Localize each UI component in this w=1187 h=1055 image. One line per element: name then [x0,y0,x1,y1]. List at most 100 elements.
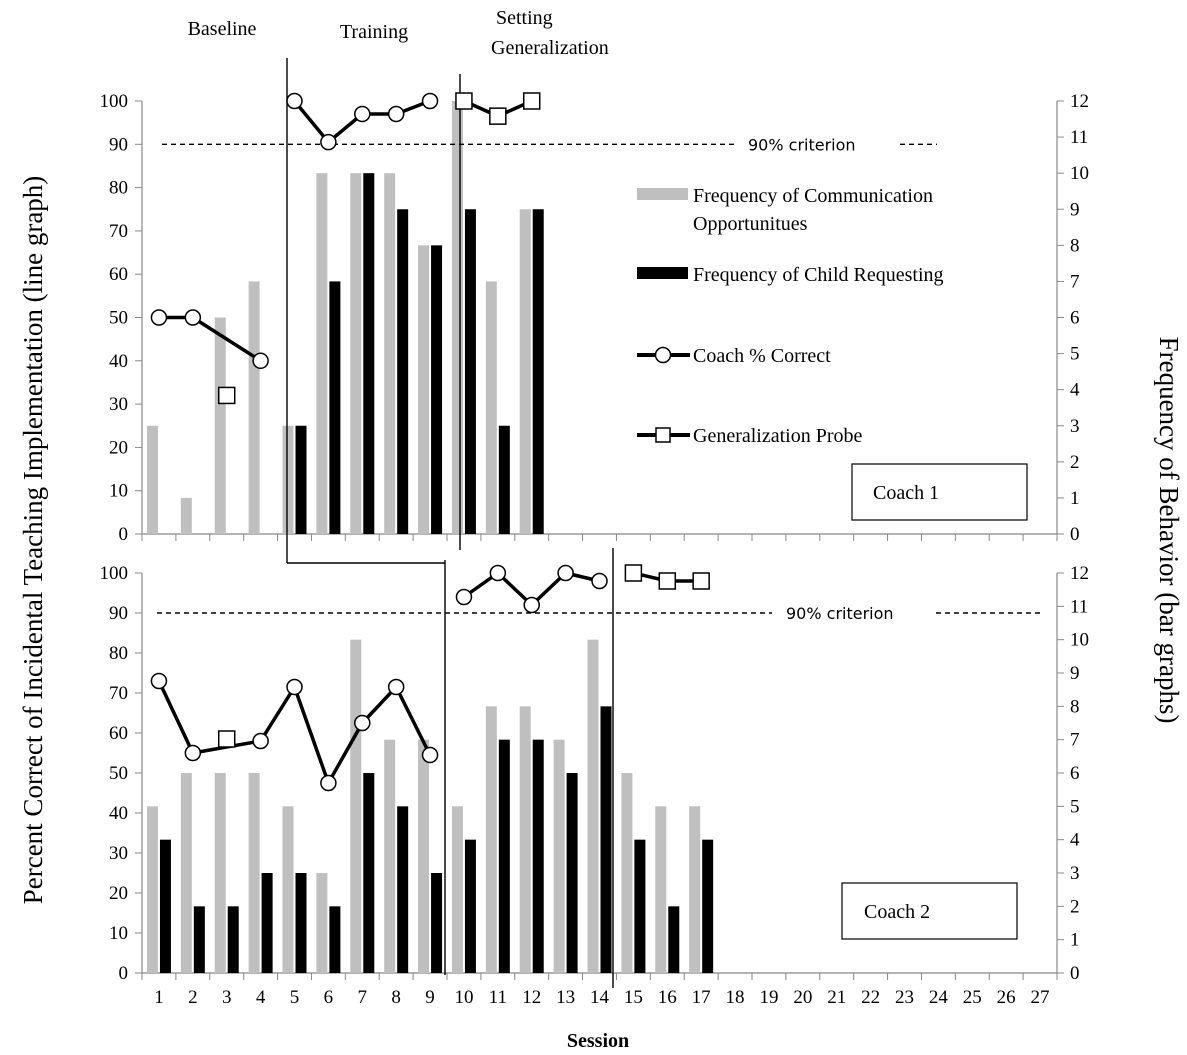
bar-opportunities [689,806,701,973]
x-tick-label: 18 [726,987,745,1008]
right-tick-label: 2 [1070,452,1080,473]
phase-label-baseline: Baseline [188,18,257,40]
x-axis-title: Session [567,1030,629,1052]
right-tick-label: 2 [1070,896,1080,917]
right-tick-label: 10 [1070,630,1089,651]
phase-label-setting: Setting [496,7,553,29]
bar-opportunities [519,706,531,973]
x-tick-label: 1 [154,987,164,1008]
bar-requesting [397,209,409,534]
x-tick-label: 4 [256,987,266,1008]
left-tick-label: 0 [119,963,129,984]
coach-correct-point [421,746,439,764]
panel-coach-1: 0102030405060708090100012345678910111290… [100,58,1089,563]
x-tick-label: 23 [895,987,914,1008]
left-tick-label: 100 [100,91,129,112]
coach-correct-point [320,774,337,792]
x-tick-label: 12 [522,987,541,1008]
generalization-probe-point [217,386,236,405]
left-tick-label: 20 [109,437,128,458]
x-tick-label: 3 [222,987,232,1008]
x-tick-label: 2 [188,987,198,1008]
coach-correct-point [150,672,168,690]
x-tick-label: 26 [997,987,1016,1008]
coach-correct-point [489,564,507,582]
bar-opportunities [146,806,158,973]
bar-opportunities [282,806,294,973]
coach-correct-point [150,309,168,326]
right-tick-label: 0 [1070,524,1080,545]
right-tick-label: 1 [1070,488,1080,509]
coach-correct-point [286,92,303,110]
x-tick-label: 21 [827,987,846,1008]
coach-correct-point [557,564,574,582]
x-tick-label: 15 [624,987,643,1008]
bar-opportunities [621,773,633,973]
coach-correct-point [354,714,371,732]
coach-correct-point [421,92,439,110]
left-tick-label: 60 [109,264,128,285]
x-tick-label: 24 [929,987,949,1008]
bar-opportunities [485,706,497,973]
legend-swatch-requesting [637,267,688,279]
bar-requesting [261,873,273,973]
bar-opportunities [519,209,531,534]
coach-correct-point [252,732,269,750]
right-tick-label: 11 [1070,127,1088,148]
left-tick-label: 20 [109,883,128,904]
coach-label: Coach 1 [873,482,939,504]
bar-requesting [532,209,544,534]
bar-opportunities [418,739,430,973]
bar-requesting [431,873,443,973]
bar-opportunities [214,317,226,534]
coach-correct-point [184,309,202,326]
left-tick-label: 50 [109,763,128,784]
bar-requesting [193,906,205,973]
bar-opportunities [316,873,328,973]
left-tick-label: 90 [109,134,128,155]
right-tick-label: 7 [1070,271,1080,292]
x-tick-label: 16 [658,987,677,1008]
right-tick-label: 6 [1070,763,1080,784]
generalization-probe-point [658,572,677,590]
generalization-probe-point [624,564,643,582]
bar-opportunities [418,245,430,535]
bar-requesting [363,773,375,973]
right-tick-label: 11 [1070,596,1088,617]
bar-requesting [329,906,341,973]
bar-requesting [464,209,476,534]
coach-label: Coach 2 [864,901,930,923]
coach-label-box [841,882,1018,940]
right-tick-label: 8 [1070,235,1080,256]
bar-requesting [295,425,307,534]
right-tick-label: 6 [1070,308,1080,329]
bar-opportunities [248,281,260,534]
left-tick-label: 50 [109,308,128,329]
x-tick-label: 27 [1031,987,1050,1008]
legend-circle-icon [654,346,672,364]
phase-label-generalization: Generalization [491,37,609,59]
bar-requesting [464,839,476,973]
generalization-probe-point [489,107,507,125]
coach-correct-point [523,596,540,614]
left-tick-label: 90 [109,603,128,624]
legend-swatch-opportunities [637,188,688,200]
left-tick-label: 100 [100,563,129,584]
x-tick-label: 14 [590,987,610,1008]
criterion-label: 90% criterion [786,604,894,623]
bar-requesting [227,906,239,973]
legend-label-opportunities: Frequency of Communication [693,185,933,207]
phase-labels: Baseline Training Setting Generalization [188,7,609,59]
bar-opportunities [282,425,294,534]
coach-correct-point [387,678,405,696]
bar-requesting [498,739,510,973]
x-tick-label: 11 [489,987,507,1008]
x-tick-label: 5 [290,987,300,1008]
bar-opportunities [180,773,192,973]
legend: Frequency of Communication Opportunitues… [637,185,944,447]
generalization-probe-point [455,92,473,110]
bar-requesting [363,173,375,534]
bar-opportunities [350,639,362,973]
coach-correct-point [184,744,202,762]
